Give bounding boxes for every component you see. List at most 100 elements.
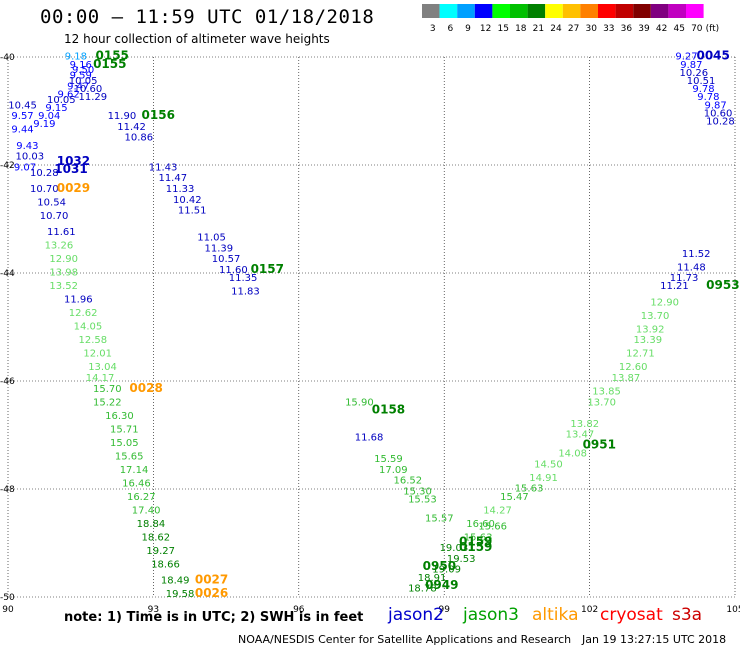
swh-value-point: 19.27 — [146, 546, 175, 557]
x-tick-label: 105 — [726, 605, 740, 615]
footer-timestamp: Jan 19 13:27:15 UTC 2018 — [582, 633, 727, 646]
swh-value-point: 14.05 — [74, 322, 103, 333]
y-tick-label: -44 — [0, 269, 15, 279]
colorbar-swatch — [686, 4, 704, 18]
swh-value-point: 11.39 — [205, 243, 234, 254]
swh-value-point: 11.47 — [158, 173, 187, 184]
swh-value-point: 18.66 — [151, 559, 180, 570]
swh-value-point: 9.62 — [57, 90, 79, 101]
swh-value-point: 14.17 — [86, 373, 115, 384]
colorbar-swatch — [527, 4, 546, 18]
swh-value-point: 10.03 — [15, 152, 44, 163]
swh-value-point: 9.27 — [675, 52, 697, 63]
track-time-label: 1032 — [57, 154, 90, 168]
swh-value-point: 15.66 — [478, 522, 507, 533]
swh-value-point: 19.09 — [432, 565, 461, 576]
swh-value-point: 14.50 — [534, 459, 563, 470]
swh-value-point: 9.16 — [70, 60, 92, 71]
swh-value-point: 10.60 — [74, 84, 103, 95]
swh-value-point: 11.43 — [149, 162, 178, 173]
page-subtitle: 12 hour collection of altimeter wave hei… — [64, 32, 330, 46]
colorbar-swatch — [633, 4, 651, 18]
colorbar-swatch — [580, 4, 598, 18]
track-time-label: 0029 — [57, 181, 90, 195]
swh-value-point: 12.90 — [49, 254, 78, 265]
track-time-label: 0045 — [696, 49, 729, 63]
x-tick-label: 90 — [2, 605, 14, 615]
swh-value-point: 17.14 — [120, 465, 149, 476]
colorbar-label: 42 — [656, 24, 667, 34]
track-time-label: 0155 — [93, 57, 126, 71]
track-time-label: 0155 — [96, 49, 129, 63]
swh-value-point: 10.42 — [173, 195, 202, 206]
swh-value-point: 11.60 — [219, 265, 248, 276]
swh-value-point: 18.78 — [408, 584, 437, 595]
swh-value-point: 10.70 — [30, 184, 59, 195]
swh-value-point: 9.87 — [704, 100, 726, 111]
legend-jason2: jason2 — [388, 605, 444, 625]
swh-value-point: 13.04 — [88, 362, 117, 373]
track-time-label: 0949 — [425, 578, 458, 592]
swh-value-point: 18.62 — [142, 532, 171, 543]
swh-value-point: 9.78 — [697, 92, 719, 103]
swh-value-point: 9.04 — [38, 111, 60, 122]
track-time-label: 0028 — [129, 381, 162, 395]
x-tick-label: 102 — [581, 605, 598, 615]
swh-value-point: 13.52 — [49, 281, 78, 292]
swh-value-point: 14.27 — [483, 505, 512, 516]
swh-value-point: 10.45 — [8, 100, 37, 111]
track-time-label: 0026 — [195, 586, 228, 600]
colorbar-label: 9 — [465, 24, 471, 34]
swh-value-point: 13.70 — [641, 311, 670, 322]
swh-value-point: 11.61 — [47, 227, 76, 238]
color-scale-bar: 3 6 9 12 15 18 21 24 27 30 33 36 39 42 45 70 (ft) — [422, 4, 720, 34]
y-tick-label: -48 — [0, 485, 15, 495]
colorbar-swatch — [439, 4, 458, 18]
colorbar-swatch — [650, 4, 669, 18]
swh-value-point: 14.08 — [558, 449, 587, 460]
swh-value-point: 10.57 — [212, 254, 241, 265]
swh-value-point: 11.68 — [355, 432, 384, 443]
swh-value-point: 16.27 — [127, 492, 156, 503]
swh-value-point: 13.92 — [636, 324, 665, 335]
colorbar-label: 36 — [621, 24, 633, 34]
colorbar-swatch — [615, 4, 634, 18]
swh-value-point: 13.26 — [45, 241, 74, 252]
swh-value-point: 15.57 — [425, 513, 454, 524]
colorbar-swatch — [562, 4, 581, 18]
swh-value-point: 16.46 — [122, 478, 151, 489]
x-tick-label: 99 — [438, 605, 450, 615]
swh-value-point: 11.05 — [197, 233, 226, 244]
swh-value-point: 16.30 — [105, 411, 134, 422]
colorbar-label: 70 — [691, 24, 703, 34]
swh-value-point: 10.28 — [706, 117, 735, 128]
colorbar-swatch — [457, 4, 475, 18]
swh-value-point: 19.03 — [440, 543, 469, 554]
track-time-label: 0157 — [251, 262, 284, 276]
swh-value-point: 19.58 — [166, 589, 195, 600]
swh-value-point: 11.42 — [117, 122, 146, 133]
swh-value-point: 18.84 — [137, 519, 166, 530]
track-time-label: 0159 — [459, 535, 492, 549]
units-note: note: 1) Time is in UTC; 2) SWH is in fe… — [64, 610, 364, 625]
swh-value-point: 9.15 — [45, 103, 67, 114]
colorbar-label: 33 — [603, 24, 614, 34]
colorbar-unit: (ft) — [706, 24, 720, 34]
swh-value-point: 11.35 — [229, 273, 258, 284]
track-time-label: 0159 — [459, 540, 492, 554]
swh-value-point: 10.28 — [30, 168, 59, 179]
swh-value-point: 9.18 — [65, 52, 87, 63]
page-title: 00:00 – 11:59 UTC 01/18/2018 — [40, 6, 375, 28]
swh-value-point: 15.30 — [403, 486, 432, 497]
swh-value-point: 10.26 — [679, 68, 708, 79]
colorbar-swatch — [598, 4, 616, 18]
swh-value-point: 19.53 — [447, 554, 476, 565]
colorbar-label: 18 — [515, 24, 527, 34]
swh-value-point: 13.39 — [633, 335, 662, 346]
swh-value-point: 10.60 — [704, 108, 733, 119]
swh-value-point: 10.05 — [47, 95, 76, 106]
y-tick-label: -46 — [0, 377, 15, 387]
track-time-label: 0950 — [423, 559, 456, 573]
swh-value-point: 10.51 — [687, 76, 716, 87]
